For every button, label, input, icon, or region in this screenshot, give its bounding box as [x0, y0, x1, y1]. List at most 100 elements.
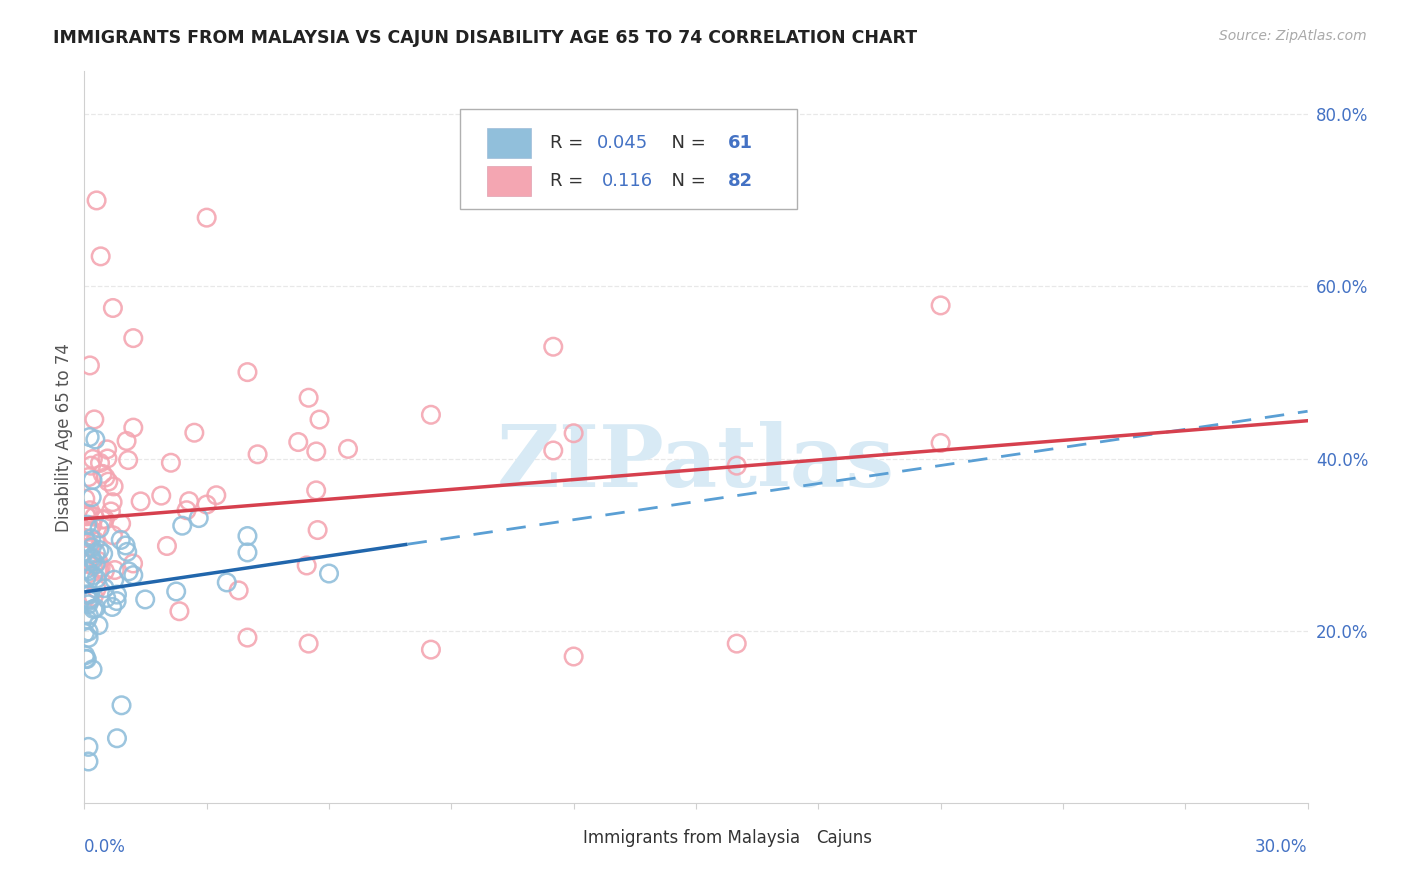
Point: [82, 602, 104, 616]
Point: [79, 524, 101, 539]
Point: [82, 559, 104, 574]
Point: [169, 604, 191, 618]
Point: [77, 739, 100, 754]
Point: [195, 211, 218, 225]
Point: [305, 483, 328, 498]
Point: [77, 592, 100, 607]
Text: 61: 61: [728, 134, 752, 152]
Point: [105, 594, 128, 608]
Text: 0.116: 0.116: [602, 172, 652, 190]
Y-axis label: Disability Age 65 to 74: Disability Age 65 to 74: [55, 343, 73, 532]
Point: [82, 473, 104, 487]
Point: [183, 425, 205, 440]
Point: [114, 538, 136, 552]
Point: [110, 533, 132, 547]
Point: [101, 495, 124, 509]
Point: [307, 523, 329, 537]
Point: [236, 529, 259, 543]
Point: [287, 435, 309, 450]
Point: [79, 359, 101, 373]
Point: [110, 698, 132, 713]
Point: [177, 494, 200, 508]
Text: N =: N =: [661, 134, 711, 152]
Point: [87, 618, 110, 632]
Text: R =: R =: [550, 172, 595, 190]
Point: [82, 568, 104, 582]
Point: [298, 391, 321, 405]
Point: [83, 509, 105, 524]
Point: [76, 517, 98, 532]
Point: [84, 558, 107, 572]
Point: [91, 513, 114, 527]
Point: [82, 662, 104, 676]
Text: 0.0%: 0.0%: [84, 838, 127, 856]
Text: ZIPatlas: ZIPatlas: [496, 421, 896, 505]
Point: [77, 608, 100, 623]
Point: [929, 436, 952, 450]
Point: [122, 557, 145, 571]
Point: [228, 583, 250, 598]
Point: [73, 531, 96, 545]
Point: [117, 453, 139, 467]
Point: [101, 301, 124, 315]
Point: [90, 249, 112, 263]
Point: [295, 558, 318, 573]
Point: [76, 508, 98, 523]
Point: [96, 442, 118, 457]
Point: [73, 626, 96, 640]
Point: [80, 491, 103, 505]
Point: [122, 420, 145, 434]
Point: [97, 475, 120, 489]
Point: [420, 408, 443, 422]
Point: [562, 649, 585, 664]
Point: [76, 652, 98, 666]
Text: Immigrants from Malaysia: Immigrants from Malaysia: [583, 829, 800, 847]
Point: [75, 571, 97, 585]
Point: [77, 597, 100, 611]
Point: [103, 479, 125, 493]
Point: [89, 521, 111, 535]
Point: [305, 444, 328, 458]
Point: [75, 537, 97, 551]
Point: [80, 541, 103, 555]
Point: [725, 458, 748, 473]
Point: [91, 547, 114, 561]
Point: [96, 591, 118, 605]
Point: [84, 433, 107, 447]
Point: [308, 412, 330, 426]
Point: [75, 491, 97, 506]
Point: [79, 430, 101, 444]
Point: [79, 503, 101, 517]
Point: [75, 562, 97, 576]
Point: [91, 467, 114, 481]
Point: [75, 651, 97, 665]
Point: [76, 612, 98, 626]
Point: [96, 451, 118, 466]
Text: N =: N =: [661, 172, 711, 190]
Text: IMMIGRANTS FROM MALAYSIA VS CAJUN DISABILITY AGE 65 TO 74 CORRELATION CHART: IMMIGRANTS FROM MALAYSIA VS CAJUN DISABI…: [53, 29, 918, 46]
Text: 82: 82: [728, 172, 752, 190]
Point: [543, 340, 565, 354]
Point: [73, 545, 96, 559]
Point: [87, 554, 110, 568]
Point: [94, 564, 117, 578]
FancyBboxPatch shape: [782, 826, 808, 849]
Point: [77, 755, 100, 769]
Point: [77, 564, 100, 578]
Point: [115, 434, 138, 448]
Point: [76, 587, 98, 601]
Point: [84, 534, 107, 549]
Point: [76, 535, 98, 549]
Point: [86, 194, 108, 208]
Point: [150, 489, 173, 503]
Point: [101, 528, 124, 542]
Point: [236, 545, 259, 559]
Point: [86, 572, 108, 586]
Point: [89, 543, 111, 558]
Point: [115, 545, 138, 559]
Point: [420, 642, 443, 657]
Point: [336, 442, 359, 456]
Point: [236, 631, 259, 645]
Point: [236, 365, 259, 379]
Point: [100, 504, 122, 518]
